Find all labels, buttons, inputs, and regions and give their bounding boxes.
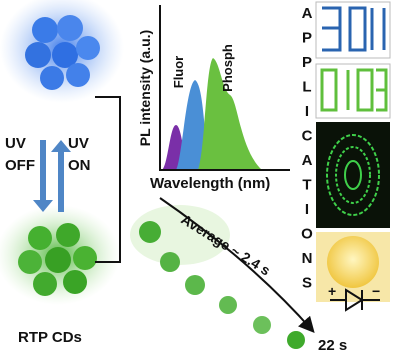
y-axis-label: PL intensity (a.u.) <box>137 30 153 146</box>
spectrum <box>159 5 290 171</box>
green-cluster <box>0 205 120 305</box>
decay-end: 22 s <box>318 337 347 354</box>
application-letter: P <box>302 30 312 47</box>
svg-text:−: − <box>372 283 380 299</box>
arrows <box>33 96 121 263</box>
application-letter: O <box>301 226 313 243</box>
application-letter: A <box>302 5 313 22</box>
rtp-label: RTP CDs <box>18 329 82 346</box>
application-letter: L <box>302 79 311 96</box>
application-letter: I <box>305 201 309 218</box>
uv-on-1: UV <box>68 135 89 152</box>
blue-cluster <box>0 0 124 103</box>
decay-dots <box>130 197 315 349</box>
uv-off-1: UV <box>5 135 26 152</box>
phosph-label: Phosph <box>220 44 235 92</box>
fluor-label: Fluor <box>171 56 186 89</box>
uv-off-2: OFF <box>5 157 35 174</box>
application-letter: I <box>305 103 309 120</box>
x-axis-label: Wavelength (nm) <box>150 175 270 192</box>
application-letter: N <box>302 250 313 267</box>
application-letter: P <box>302 54 312 71</box>
panels: + − <box>315 1 391 312</box>
application-letter: A <box>302 152 313 169</box>
application-letter: S <box>302 275 312 292</box>
application-letter: T <box>302 177 311 194</box>
svg-text:+: + <box>328 283 336 299</box>
uv-on-2: ON <box>68 157 91 174</box>
application-letter: C <box>302 128 313 145</box>
